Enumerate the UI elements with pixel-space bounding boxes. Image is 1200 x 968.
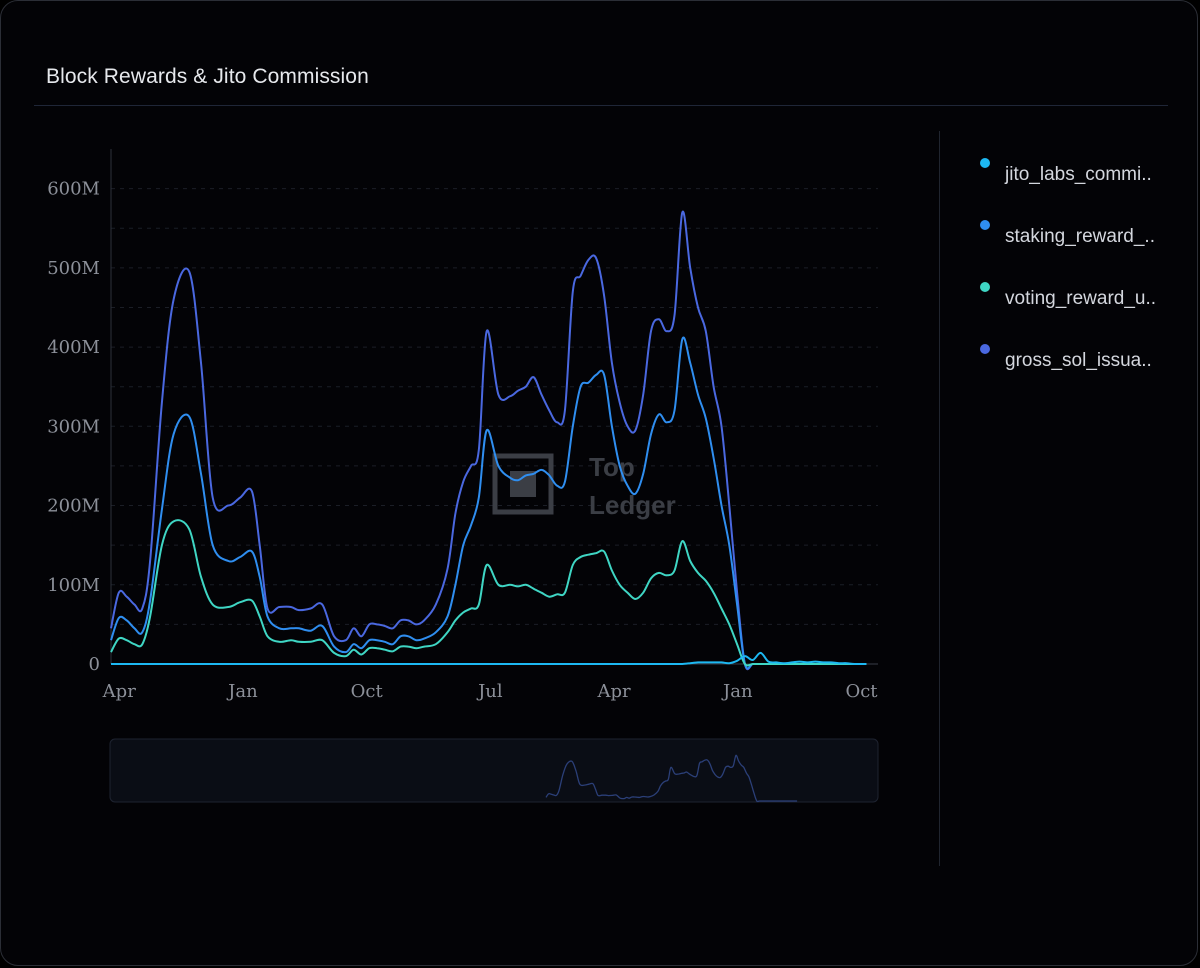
x-tick-label: Jan: [721, 681, 753, 702]
series-lines: [110, 210, 867, 671]
legend-item-jito-labs-commission[interactable]: jito_labs_commi..: [976, 151, 1171, 213]
axes: [110, 149, 878, 665]
x-tick-label: Jan: [226, 681, 258, 702]
legend-dot-icon: [980, 282, 990, 292]
legend-dot-icon: [980, 344, 990, 354]
watermark-line1: Top: [589, 452, 635, 482]
series-line-gross_sol_issua: [110, 210, 867, 671]
legend-item-voting-reward[interactable]: voting_reward_u..: [976, 275, 1171, 337]
watermark: Top Ledger: [492, 452, 676, 520]
navigator-series-line: [545, 754, 798, 803]
y-tick-label: 600M: [47, 179, 100, 200]
x-tick-label: Jul: [476, 681, 503, 702]
chart-plot[interactable]: Top Ledger 0 100M 200M 300M 400M 500M 600M Apr…: [1, 121, 931, 941]
x-tick-label: Oct: [351, 681, 384, 702]
y-tick-label: 300M: [47, 416, 100, 437]
legend-item-gross-sol-issuance[interactable]: gross_sol_issua..: [976, 337, 1171, 399]
legend-dot-icon: [980, 220, 990, 230]
y-tick-label: 500M: [47, 258, 100, 279]
series-line-voting_reward_u: [110, 519, 867, 667]
navigator-frame: [109, 738, 879, 803]
watermark-line2: Ledger: [589, 490, 676, 520]
y-tick-label: 100M: [47, 575, 100, 596]
legend-label: voting_reward_u..: [1005, 288, 1157, 309]
x-tick-label: Apr: [597, 681, 632, 702]
y-tick-labels: 0 100M 200M 300M 400M 500M 600M: [47, 179, 100, 675]
y-tick-label: 400M: [47, 337, 100, 358]
chart-title: Block Rewards & Jito Commission: [46, 65, 369, 88]
watermark-logo-inner: [510, 471, 536, 497]
x-tick-label: Oct: [845, 681, 878, 702]
legend-label: gross_sol_issua..: [1005, 350, 1152, 371]
legend-label: staking_reward_..: [1005, 226, 1155, 247]
legend: jito_labs_commi.. staking_reward_.. voti…: [976, 151, 1171, 399]
range-navigator[interactable]: [109, 738, 879, 803]
title-divider: [34, 105, 1168, 106]
watermark-logo-icon: [492, 453, 554, 515]
series-line-jito_labs_commi: [111, 651, 867, 666]
legend-label: jito_labs_commi..: [1005, 164, 1152, 185]
legend-item-staking-reward[interactable]: staking_reward_..: [976, 213, 1171, 275]
legend-dot-icon: [980, 158, 990, 168]
y-tick-label: 200M: [47, 496, 100, 517]
x-tick-label: Apr: [102, 681, 137, 702]
grid-lines: [111, 188, 878, 625]
y-tick-label: 0: [89, 654, 100, 675]
x-tick-labels: Apr Jan Oct Jul Apr Jan Oct: [102, 681, 879, 702]
legend-divider: [939, 131, 940, 866]
series-line-staking_reward_: [110, 336, 867, 670]
